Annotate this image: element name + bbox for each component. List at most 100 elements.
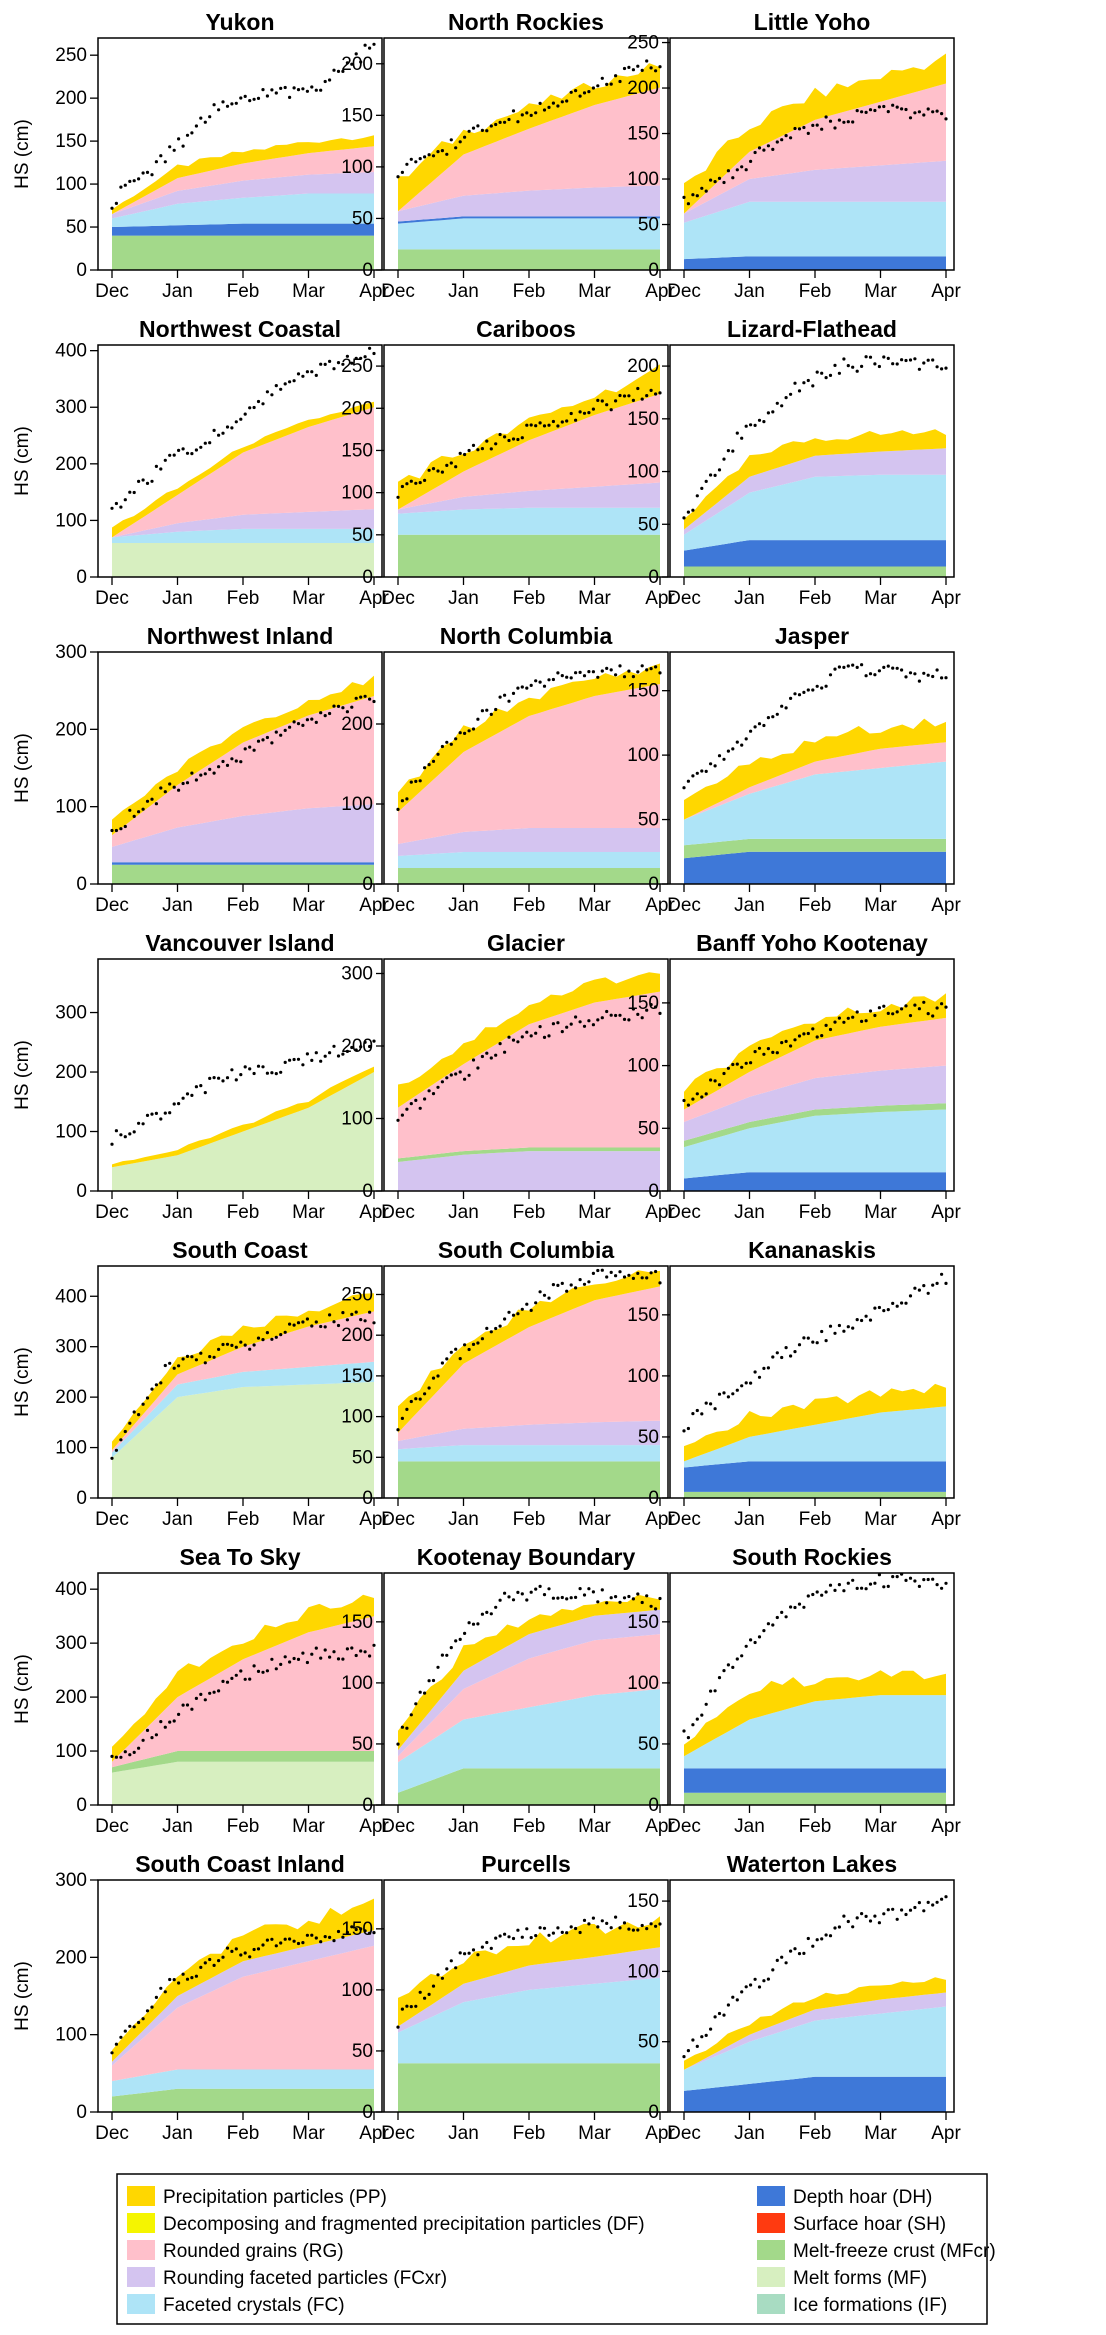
observed-hs-point <box>802 1032 806 1036</box>
observed-hs-point <box>873 1914 877 1918</box>
observed-hs-point <box>631 675 636 679</box>
observed-hs-point <box>860 1586 864 1590</box>
legend-box <box>116 2173 988 2325</box>
observed-hs-point <box>445 463 449 467</box>
observed-hs-point <box>239 760 243 764</box>
observed-hs-point <box>744 1061 748 1065</box>
observed-hs-point <box>154 1995 158 1999</box>
observed-hs-point <box>797 127 802 131</box>
observed-hs-point <box>828 373 833 377</box>
observed-hs-point <box>913 1286 917 1290</box>
observed-hs-point <box>225 1342 230 1346</box>
observed-hs-point <box>288 1660 292 1664</box>
y-tick-label: 250 <box>341 1284 373 1305</box>
observed-hs-point <box>922 1909 926 1913</box>
observed-hs-point <box>476 717 480 721</box>
observed-hs-point <box>516 437 520 442</box>
observed-hs-point <box>636 1928 640 1932</box>
observed-hs-point <box>292 1323 296 1327</box>
observed-hs-point <box>587 670 591 674</box>
x-tick-label: Mar <box>578 2123 611 2144</box>
observed-hs-point <box>145 1396 150 1400</box>
plot-frame <box>97 344 383 578</box>
observed-hs-point <box>511 437 516 441</box>
observed-hs-point <box>749 1061 753 1065</box>
observed-hs-point <box>542 1035 547 1039</box>
observed-hs-point <box>926 107 930 111</box>
x-tick-label: Apr <box>359 1202 389 1223</box>
observed-hs-point <box>516 1590 520 1594</box>
observed-hs-point <box>802 1336 806 1340</box>
legend-item-rg: Rounded grains (RG) <box>127 2240 344 2262</box>
observed-hs-point <box>766 144 771 148</box>
observed-hs-point <box>582 411 587 415</box>
observed-hs-point <box>691 1097 695 1101</box>
observed-hs-point <box>654 1005 658 1009</box>
layer-pp <box>398 1594 660 1751</box>
observed-hs-point <box>336 361 341 365</box>
observed-hs-point <box>547 1296 551 1300</box>
x-tick-label: Apr <box>645 895 675 916</box>
observed-hs-point <box>436 752 440 756</box>
observed-hs-point <box>283 85 287 90</box>
observed-hs-point <box>181 144 185 148</box>
layer-fc <box>112 528 374 543</box>
observed-hs-point <box>824 1339 828 1343</box>
observed-hs-point <box>873 108 877 113</box>
observed-hs-point <box>274 1072 278 1076</box>
observed-hs-point <box>709 762 713 766</box>
plot-frame <box>669 958 955 1192</box>
observed-hs-point <box>873 1306 877 1310</box>
observed-hs-point <box>529 1308 533 1312</box>
observed-hs-point <box>895 1010 899 1014</box>
observed-hs-point <box>600 1588 604 1592</box>
x-tick-label: Apr <box>359 588 389 609</box>
observed-hs-point <box>824 1590 828 1594</box>
observed-hs-point <box>904 1004 908 1008</box>
observed-hs-point <box>185 133 190 137</box>
observed-hs-point <box>627 669 631 673</box>
observed-hs-point <box>614 399 618 403</box>
y-tick-label: 0 <box>648 874 659 895</box>
observed-hs-point <box>820 686 824 690</box>
observed-hs-point <box>686 1736 691 1740</box>
layer-rg <box>112 696 374 847</box>
observed-hs-point <box>793 1605 797 1610</box>
observed-hs-point <box>114 501 118 506</box>
x-tick-label: Mar <box>864 2123 897 2144</box>
observed-hs-point <box>163 790 167 794</box>
observed-hs-point <box>274 730 278 734</box>
layer-pp <box>684 1383 946 1462</box>
observed-hs-point <box>440 1080 444 1084</box>
observed-hs-point <box>405 1107 409 1111</box>
x-tick-label: Apr <box>931 1202 961 1223</box>
observed-hs-point <box>467 1951 471 1955</box>
observed-hs-point <box>917 1584 922 1588</box>
observed-hs-point <box>194 778 198 782</box>
observed-hs-point <box>137 1121 141 1125</box>
observed-hs-point <box>467 729 471 733</box>
observed-hs-point <box>471 1622 476 1626</box>
observed-hs-point <box>168 1720 172 1724</box>
observed-hs-point <box>212 771 216 775</box>
observed-hs-point <box>591 1590 596 1594</box>
x-tick-label: Dec <box>95 588 129 609</box>
observed-hs-point <box>649 1604 653 1608</box>
plot-frame <box>669 1879 955 2113</box>
observed-hs-point <box>596 84 600 88</box>
observed-hs-point <box>354 696 358 700</box>
observed-hs-point <box>445 152 449 156</box>
observed-hs-point <box>538 1025 542 1029</box>
observed-hs-point <box>520 436 524 440</box>
panel-title: Kananaskis <box>748 1237 876 1263</box>
observed-hs-point <box>440 1976 444 1980</box>
observed-hs-point <box>935 1900 939 1904</box>
observed-hs-point <box>614 1013 618 1018</box>
observed-hs-point <box>618 1926 622 1930</box>
observed-hs-point <box>596 1925 600 1929</box>
observed-hs-point <box>793 1947 797 1951</box>
y-tick-label: 150 <box>341 440 373 461</box>
observed-hs-point <box>181 1703 185 1707</box>
observed-hs-point <box>815 370 819 374</box>
observed-hs-point <box>538 680 542 684</box>
